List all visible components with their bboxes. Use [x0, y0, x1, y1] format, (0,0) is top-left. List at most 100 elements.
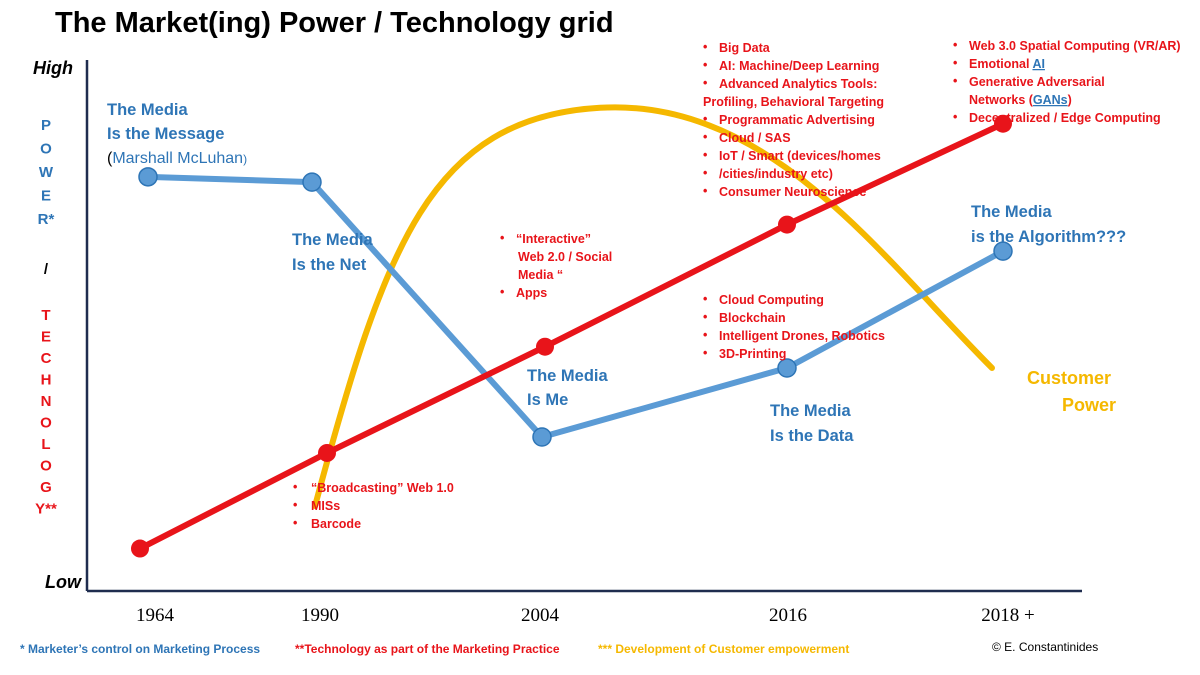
y-axis-low: Low — [45, 572, 82, 592]
y-label-slash: / — [44, 261, 49, 278]
technology-series — [131, 114, 1012, 558]
y-label-letter: O — [40, 458, 52, 475]
svg-text:•: • — [500, 231, 504, 245]
y-axis-high: High — [33, 58, 73, 78]
svg-text:•: • — [703, 166, 707, 180]
svg-text:•: • — [500, 285, 504, 299]
svg-text:•: • — [703, 346, 707, 360]
x-tick-label: 1964 — [136, 605, 175, 626]
svg-text:•: • — [703, 76, 707, 90]
page-title: The Market(ing) Power / Technology grid — [55, 7, 614, 39]
technology-point — [536, 337, 554, 356]
svg-text:Generative Adversarial: Generative Adversarial — [969, 75, 1105, 89]
svg-text:3D-Printing: 3D-Printing — [719, 347, 786, 361]
svg-text:Decentralized / Edge Computing: Decentralized / Edge Computing — [969, 111, 1161, 125]
y-label-letter: C — [41, 350, 52, 367]
y-label-letter: P — [41, 117, 51, 134]
svg-text:Profiling, Behavioral Targetin: Profiling, Behavioral Targeting — [703, 95, 884, 109]
customer-power-label: Customer Power — [1027, 368, 1116, 415]
mid-2016-notes: • Cloud Computing • Blockchain • Intelli… — [703, 292, 885, 361]
svg-text:•: • — [703, 292, 707, 306]
y-label-letter: R* — [38, 211, 55, 228]
svg-text:•: • — [703, 310, 707, 324]
svg-text:•: • — [703, 148, 707, 162]
media-me-label: The Media Is Me — [527, 367, 612, 409]
svg-text:“Interactive”: “Interactive” — [516, 232, 591, 246]
media-line — [147, 173, 1005, 441]
media-point — [777, 358, 797, 378]
media-message-label: The Media Is the Message — [107, 101, 224, 143]
svg-text:•: • — [293, 498, 297, 512]
footnote-technology: **Technology as part of the Marketing Pr… — [295, 642, 560, 656]
y-label-letter: O — [40, 141, 52, 158]
svg-text:AI: Machine/Deep Learning: AI: Machine/Deep Learning — [719, 59, 879, 73]
y-label-letter: W — [39, 164, 54, 181]
svg-text:“Broadcasting” Web 1.0: “Broadcasting” Web 1.0 — [311, 481, 454, 495]
svg-text:Big Data: Big Data — [719, 41, 771, 55]
y-label-letter: L — [41, 436, 50, 453]
media-data-label: The Media Is the Data — [770, 402, 855, 445]
svg-text:Emotional AI: Emotional AI — [969, 57, 1045, 71]
media-point — [138, 167, 158, 187]
footnote-customer: *** Development of Customer empowerment — [598, 642, 849, 656]
svg-text:Advanced Analytics Tools:: Advanced Analytics Tools: — [719, 77, 877, 91]
top-2016-notes: • Big Data • AI: Machine/Deep Learning •… — [703, 40, 884, 199]
svg-text:•: • — [953, 56, 957, 70]
svg-text:•: • — [703, 40, 707, 54]
svg-text:/cities/industry etc): /cities/industry etc) — [719, 167, 833, 181]
customer-power-curve — [312, 104, 995, 510]
y-label-letter: E — [41, 188, 51, 205]
y-label-letter: O — [40, 415, 52, 432]
y-label-letter: T — [41, 307, 50, 324]
svg-text:IoT / Smart (devices/homes: IoT / Smart (devices/homes — [719, 149, 881, 163]
web1-notes: • “Broadcasting” Web 1.0 • MISs • Barcod… — [293, 480, 454, 531]
y-label-letter: G — [40, 479, 52, 496]
media-algorithm-label: The Media is the Algorithm??? — [971, 203, 1126, 246]
svg-text:Apps: Apps — [516, 286, 547, 300]
technology-point — [778, 215, 796, 234]
x-tick-label: 2018 + — [981, 605, 1034, 626]
technology-point — [131, 539, 149, 558]
web2-notes: • “Interactive” Web 2.0 / Social Media “… — [500, 231, 612, 300]
technology-point — [318, 443, 336, 462]
y-label-letter: H — [41, 372, 52, 389]
svg-text:Web 2.0 / Social: Web 2.0 / Social — [518, 250, 612, 264]
svg-text:Cloud / SAS: Cloud / SAS — [719, 131, 791, 145]
svg-text:Consumer Neuroscience: Consumer Neuroscience — [719, 185, 866, 199]
svg-text:•: • — [953, 110, 957, 124]
media-net-label: The Media Is the Net — [292, 231, 377, 274]
customer-power-line — [312, 104, 995, 510]
media-point — [532, 427, 552, 447]
svg-text:•: • — [953, 74, 957, 88]
svg-text:Web 3.0 Spatial Computing (VR/: Web 3.0 Spatial Computing (VR/AR) — [969, 39, 1181, 53]
x-tick-label: 2016 — [769, 605, 807, 626]
media-point — [993, 241, 1013, 261]
svg-text:•: • — [293, 480, 297, 494]
y-label-letter: Y** — [35, 501, 57, 518]
svg-text:•: • — [703, 328, 707, 342]
svg-text:•: • — [703, 184, 707, 198]
technology-point — [994, 114, 1012, 133]
svg-text:•: • — [293, 516, 297, 530]
top-2018-notes: • Web 3.0 Spatial Computing (VR/AR) • Em… — [953, 38, 1181, 125]
svg-text:MISs: MISs — [311, 499, 340, 513]
media-series — [138, 167, 1013, 447]
x-tick-label: 2004 — [521, 605, 560, 626]
svg-text:Programmatic Advertising: Programmatic Advertising — [719, 113, 875, 127]
svg-text:Networks (GANs): Networks (GANs) — [969, 93, 1072, 107]
svg-text:Barcode: Barcode — [311, 517, 361, 531]
y-label-letter: N — [41, 393, 52, 410]
footnote-power: * Marketer’s control on Marketing Proces… — [20, 642, 260, 656]
y-label-letter: E — [41, 329, 51, 346]
svg-text:Media “: Media “ — [518, 268, 563, 282]
copyright: © E. Constantinides — [992, 640, 1098, 654]
mcluhan-label: (Marshall McLuhan) — [107, 150, 247, 167]
svg-text:•: • — [703, 58, 707, 72]
x-axis-ticks: 1964 1990 2004 2016 2018 + — [136, 605, 1035, 626]
svg-text:•: • — [703, 112, 707, 126]
svg-text:Blockchain: Blockchain — [719, 311, 786, 325]
svg-text:Intelligent Drones, Robotics: Intelligent Drones, Robotics — [719, 329, 885, 343]
emotional-ai-link: AI — [1032, 57, 1045, 71]
